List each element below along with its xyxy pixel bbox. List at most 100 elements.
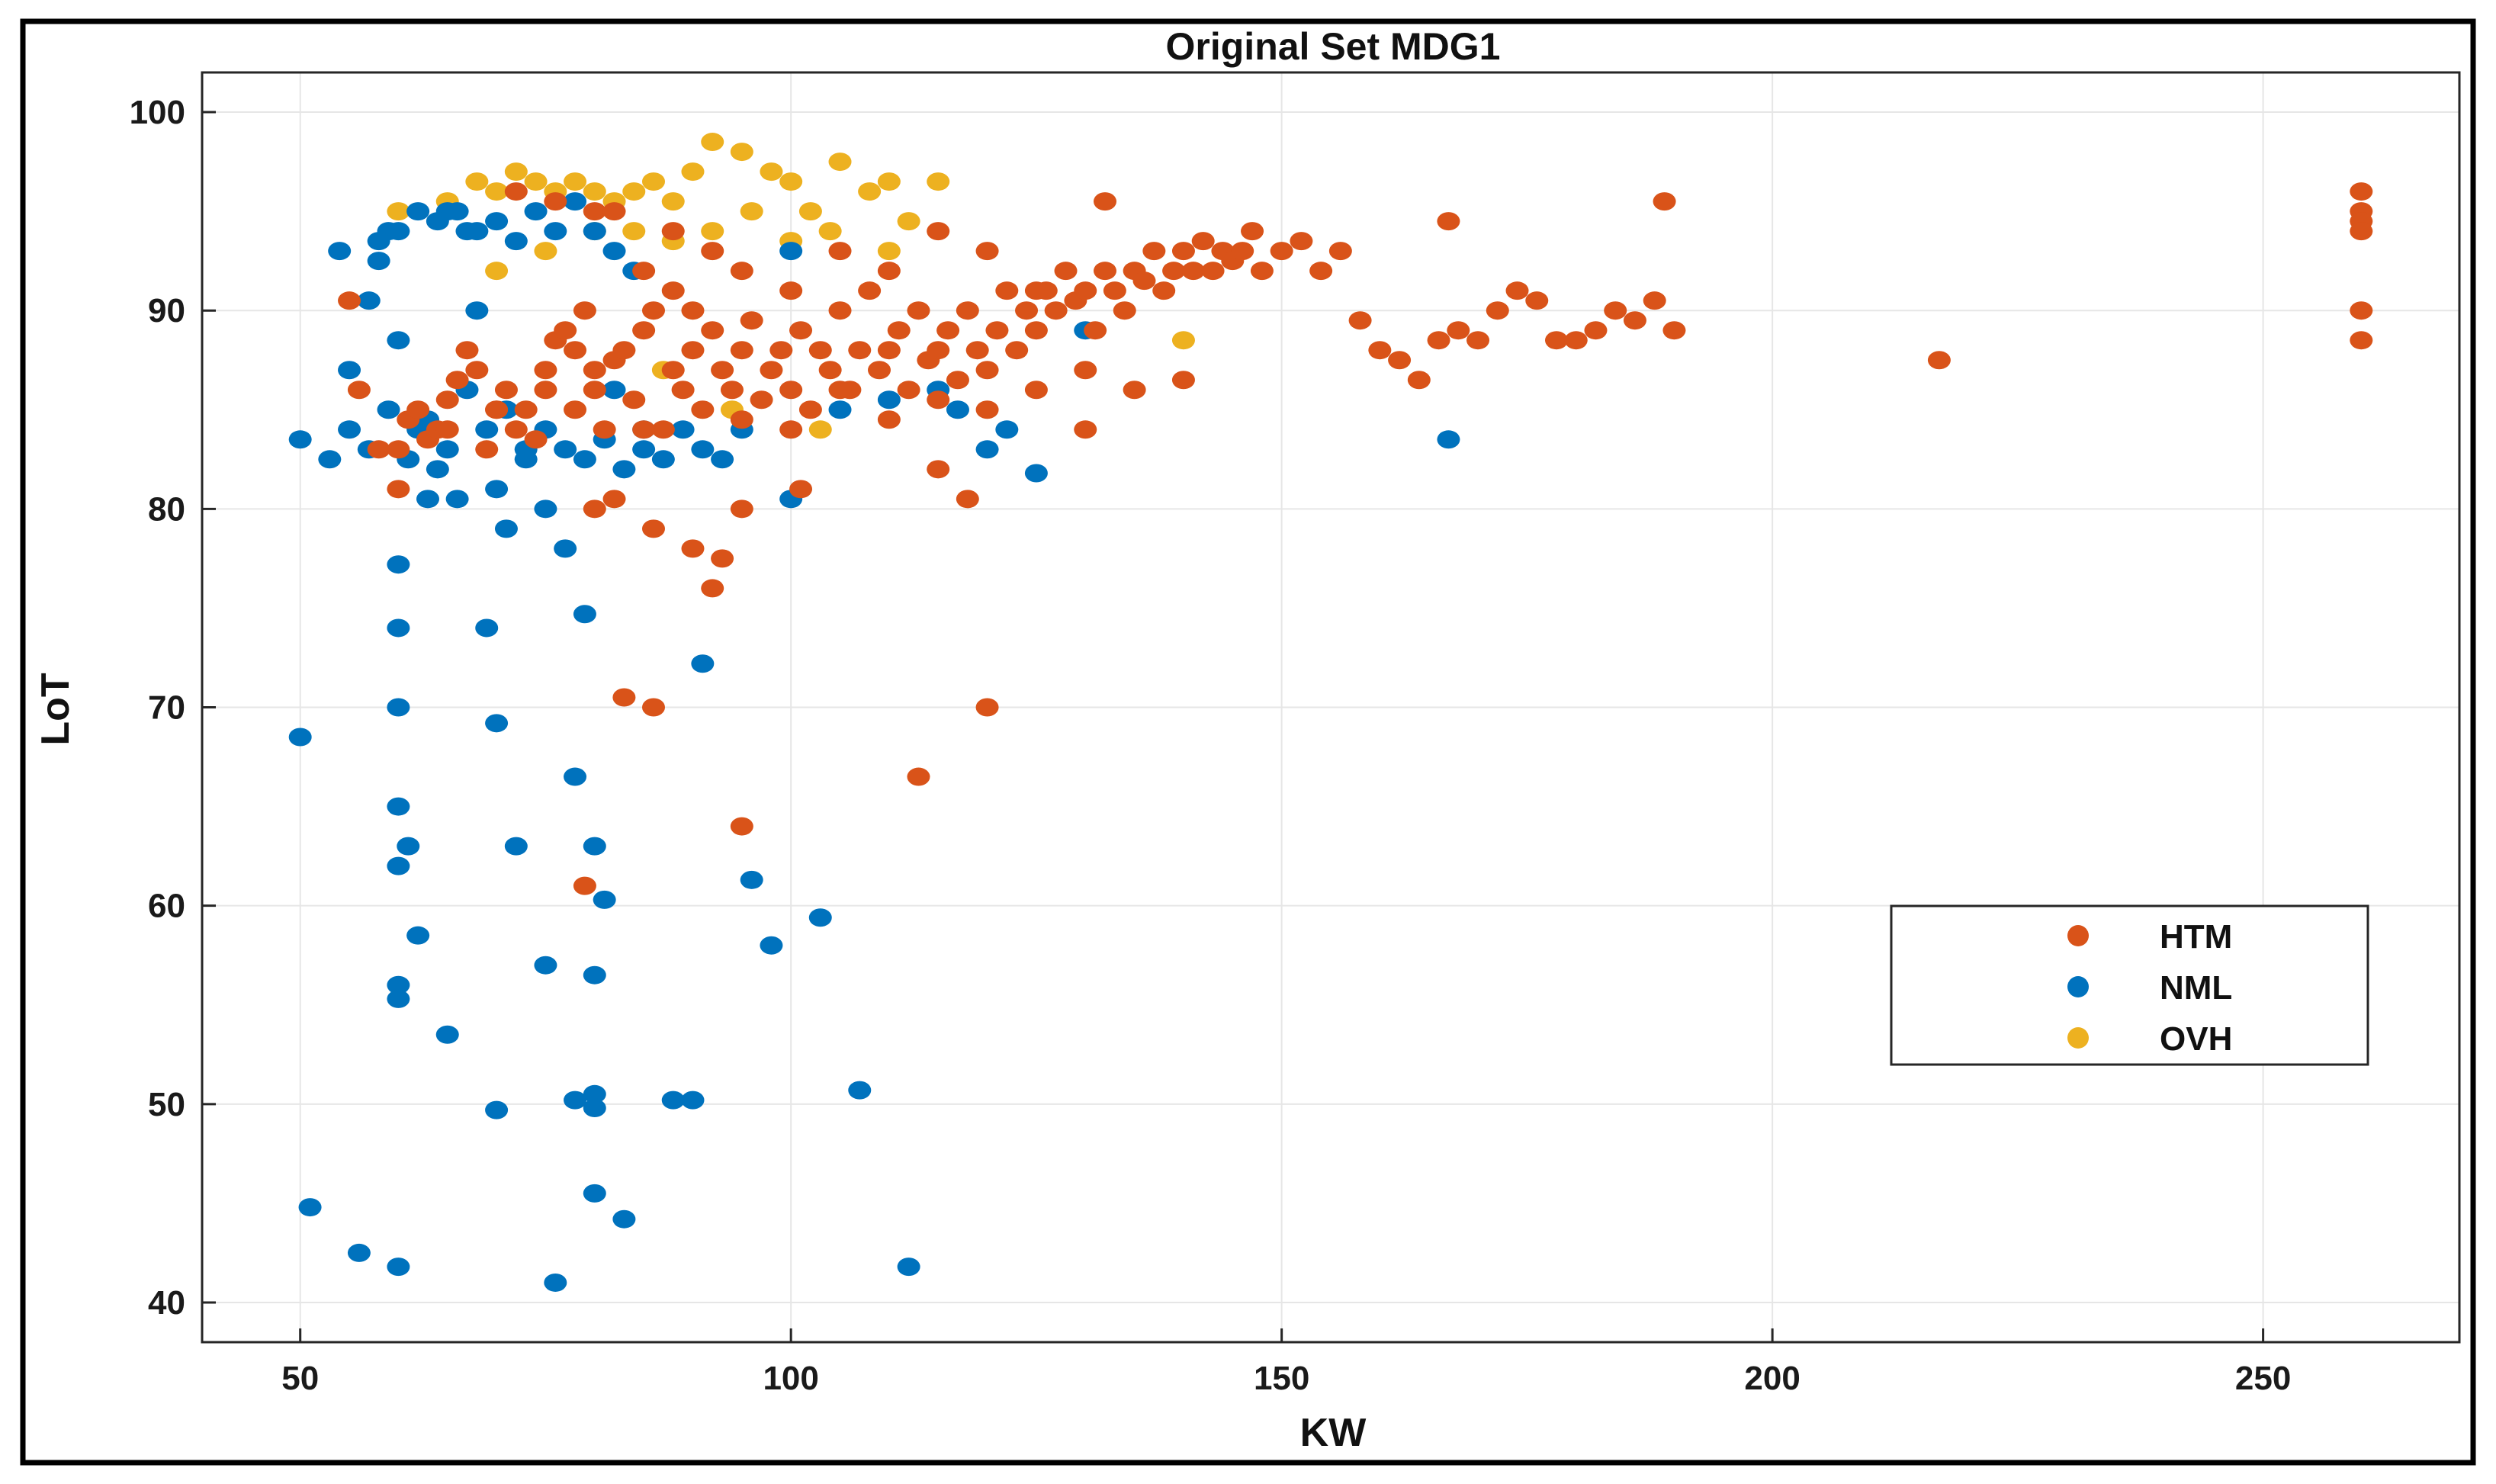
point-htm xyxy=(858,281,882,300)
point-htm xyxy=(1309,262,1333,281)
point-htm xyxy=(711,361,734,380)
point-htm xyxy=(1545,331,1568,350)
point-htm xyxy=(779,381,803,400)
point-nml xyxy=(612,1209,636,1229)
point-htm xyxy=(632,321,656,340)
point-nml xyxy=(691,654,715,673)
point-htm xyxy=(1427,331,1450,350)
point-htm xyxy=(1074,281,1097,300)
point-ovh xyxy=(740,202,763,221)
point-htm xyxy=(465,361,489,380)
point-htm xyxy=(1662,321,1686,340)
point-htm xyxy=(1162,262,1186,281)
point-htm xyxy=(1005,341,1029,360)
point-htm xyxy=(1094,192,1116,211)
point-htm xyxy=(985,321,1009,340)
point-htm xyxy=(1142,242,1166,261)
point-nml xyxy=(583,965,606,985)
point-htm xyxy=(632,262,656,281)
point-htm xyxy=(651,420,675,439)
point-ovh xyxy=(701,133,724,152)
point-ovh xyxy=(828,153,852,172)
point-nml xyxy=(387,618,410,638)
point-htm xyxy=(573,876,596,895)
point-ovh xyxy=(387,202,410,221)
y-axis-label: LoT xyxy=(34,673,78,746)
point-nml xyxy=(485,480,509,499)
point-nml xyxy=(485,714,509,733)
point-htm xyxy=(661,361,685,380)
point-ovh xyxy=(808,420,832,439)
point-htm xyxy=(1024,381,1048,400)
x-tick-label: 100 xyxy=(763,1360,818,1397)
point-nml xyxy=(357,291,381,310)
x-tick-label: 250 xyxy=(2235,1360,2291,1397)
point-ovh xyxy=(524,172,548,191)
point-nml xyxy=(435,1025,459,1044)
point-nml xyxy=(387,975,410,994)
point-htm xyxy=(583,202,606,221)
point-nml xyxy=(808,908,832,927)
point-ovh xyxy=(564,172,587,191)
y-tick-label: 60 xyxy=(148,888,185,925)
point-nml xyxy=(946,400,969,419)
point-htm xyxy=(564,341,587,360)
point-htm xyxy=(642,519,665,538)
point-nml xyxy=(338,420,361,439)
point-nml xyxy=(347,1243,371,1262)
point-htm xyxy=(995,281,1019,300)
point-htm xyxy=(730,341,753,360)
point-htm xyxy=(1103,281,1126,300)
point-htm xyxy=(975,400,999,419)
point-nml xyxy=(661,1091,685,1110)
point-htm xyxy=(720,381,744,400)
legend-marker-htm xyxy=(2067,925,2089,946)
point-htm xyxy=(975,242,999,261)
point-ovh xyxy=(798,202,822,221)
legend: HTM NML OVH xyxy=(1890,904,2369,1066)
point-nml xyxy=(897,1258,920,1277)
point-htm xyxy=(789,321,813,340)
point-nml xyxy=(318,450,342,469)
point-nml xyxy=(426,460,449,479)
x-axis-label: KW xyxy=(1300,1411,1367,1455)
point-htm xyxy=(1191,232,1215,251)
point-htm xyxy=(573,301,596,320)
point-ovh xyxy=(642,172,665,191)
point-htm xyxy=(877,341,901,360)
point-nml xyxy=(387,555,410,574)
point-nml xyxy=(435,440,459,459)
point-htm xyxy=(642,301,665,320)
point-htm xyxy=(544,192,567,211)
point-nml xyxy=(524,202,548,221)
point-ovh xyxy=(701,222,724,241)
point-htm xyxy=(2350,331,2373,350)
point-nml xyxy=(465,301,489,320)
point-htm xyxy=(1368,341,1392,360)
point-ovh xyxy=(485,262,509,281)
point-nml xyxy=(475,618,499,638)
point-nml xyxy=(367,252,390,271)
point-nml xyxy=(760,936,783,955)
point-htm xyxy=(2350,222,2373,241)
legend-box xyxy=(1890,904,2369,1066)
point-htm xyxy=(1044,301,1068,320)
point-nml xyxy=(406,926,430,945)
point-htm xyxy=(828,381,852,400)
point-nml xyxy=(387,222,410,241)
point-htm xyxy=(661,222,685,241)
point-htm xyxy=(897,381,920,400)
point-htm xyxy=(1505,281,1529,300)
point-htm xyxy=(1328,242,1352,261)
point-htm xyxy=(1123,381,1146,400)
point-ovh xyxy=(661,192,685,211)
point-ovh xyxy=(858,182,882,201)
point-htm xyxy=(1584,321,1608,340)
point-ovh xyxy=(779,172,803,191)
legend-marker-ovh xyxy=(2067,1027,2089,1049)
point-htm xyxy=(1132,271,1156,291)
point-htm xyxy=(1388,351,1412,370)
point-nml xyxy=(583,222,606,241)
point-htm xyxy=(1241,222,1264,241)
y-tick-label: 50 xyxy=(148,1086,185,1123)
